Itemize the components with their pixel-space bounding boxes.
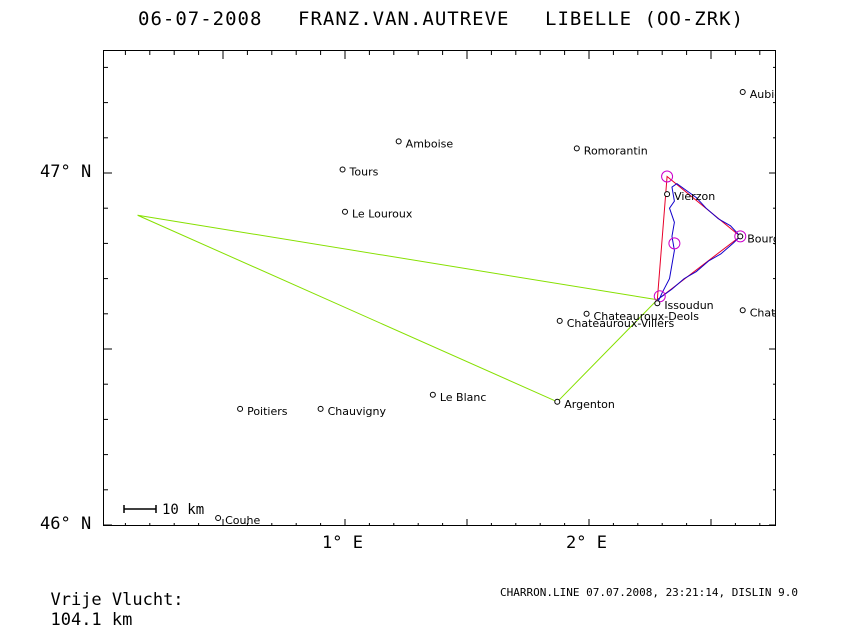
city-label: Argenton [564, 398, 615, 411]
scale-bar-label: 10 km [162, 502, 204, 518]
city-label: Vierzon [674, 190, 715, 203]
city-label: Poitiers [247, 405, 288, 418]
flown-route-line [137, 214, 659, 403]
city-label: Issoudun [664, 299, 713, 312]
city-label: Chateauroux-Villers [567, 317, 675, 330]
city-marker [583, 310, 590, 317]
turnpoint-marker [661, 170, 674, 183]
city-marker [573, 145, 580, 152]
city-label: Le Blanc [440, 391, 487, 404]
distance-value: 104.1 km [50, 610, 133, 630]
city-marker [237, 405, 244, 412]
lat-label-47: 47° N [40, 162, 92, 182]
lon-label-1e: 1° E [322, 533, 363, 553]
city-label: Chateauroux-Deols [594, 310, 700, 323]
map-canvas[interactable]: Aubigny Amboise Romorantin Tours Vierzon Le L… [104, 51, 776, 526]
map-frame[interactable]: Aubigny Amboise Romorantin Tours Vierzon Le L… [103, 50, 776, 526]
credits: CHARRON.LINE 07.07.2008, 23:21:14, DISLI… [500, 586, 799, 599]
city-label: Tours [349, 165, 379, 178]
distance-label: Vrije Vlucht: [50, 590, 184, 610]
city-label: Amboise [406, 137, 454, 150]
gps-track-line [656, 182, 741, 304]
city-label: Chauvigny [328, 405, 387, 418]
city-label: Le Louroux [352, 208, 413, 221]
lat-label-46: 46° N [40, 514, 92, 534]
map-title: 06-07-2008 FRANZ.VAN.AUTREVE LIBELLE (OO… [0, 8, 853, 96]
city-marker [739, 89, 746, 96]
title-glider: LIBELLE (OO-ZRK) [545, 8, 745, 30]
title-date: 06-07-2008 [138, 8, 263, 30]
city-marker [395, 138, 402, 145]
city-marker [342, 208, 348, 215]
city-label: Romorantin [584, 144, 648, 157]
city-label: Aubigny [750, 88, 776, 101]
city-marker [654, 300, 661, 307]
city-label: Chateaurouneuf-s-C [750, 306, 776, 319]
turnpoint-marker [668, 237, 681, 250]
turnpoint-marker [734, 230, 747, 243]
city-marker [215, 514, 222, 521]
city-marker [317, 405, 324, 412]
city-marker [339, 166, 346, 173]
city-label: Couhe [225, 514, 260, 526]
declared-task-line [656, 175, 742, 301]
city-label: Bourges [747, 232, 776, 245]
city-marker [554, 398, 561, 405]
city-marker [737, 233, 744, 240]
city-marker [664, 191, 671, 198]
distance-summary: Vrije Vlucht: 104.1 km [30, 570, 184, 630]
city-marker [429, 391, 436, 398]
lon-label-2e: 2° E [566, 533, 607, 553]
title-pilot: FRANZ.VAN.AUTREVE [298, 8, 510, 30]
city-marker [739, 307, 746, 314]
city-marker [556, 317, 563, 324]
